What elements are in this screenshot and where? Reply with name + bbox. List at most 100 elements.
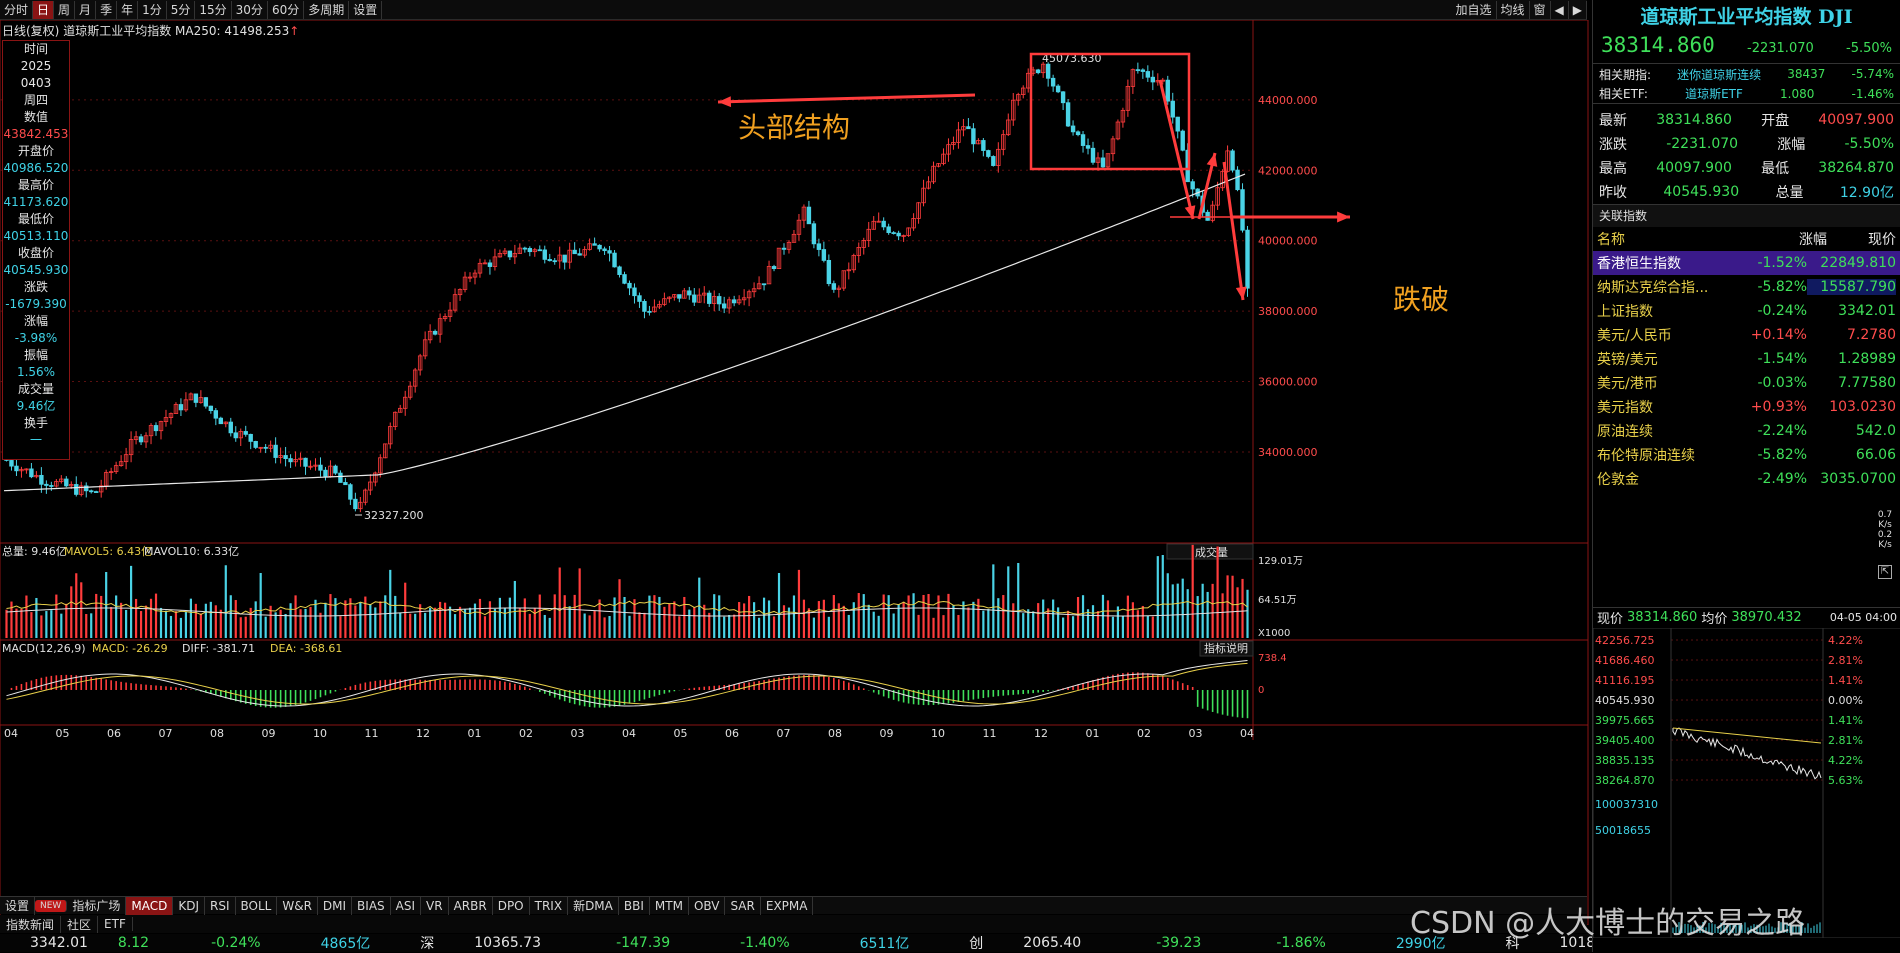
month-tick: 04 bbox=[622, 727, 636, 740]
period-tab[interactable]: 分时 bbox=[0, 0, 34, 19]
candle-body bbox=[452, 294, 458, 311]
mini-left-tick: 41686.460 bbox=[1595, 654, 1655, 667]
mini-right-tick: 4.22% bbox=[1828, 754, 1863, 767]
indicator-tab[interactable]: TRIX bbox=[530, 896, 569, 915]
intraday-chart[interactable]: 42256.725 41686.460 41116.195 40545.930 3997… bbox=[1593, 628, 1900, 938]
candle-body bbox=[1011, 99, 1016, 121]
next-icon[interactable]: ▶ bbox=[1569, 1, 1587, 19]
assoc-item[interactable]: 美元/港币 -0.03% 7.77580 bbox=[1593, 371, 1900, 395]
quote-table: 最新 38314.860 开盘 40097.900 涨跌 -2231.070 涨幅 -5.50… bbox=[1593, 104, 1900, 205]
toolbar-right-button[interactable]: 均线 bbox=[1497, 1, 1530, 19]
related-futures[interactable]: 相关期指: 迷你道琼斯连续 38437 -5.74% bbox=[1593, 64, 1900, 84]
assoc-item[interactable]: 原油连续 -2.24% 542.0 bbox=[1593, 419, 1900, 443]
indicator-tab[interactable]: MTM bbox=[650, 896, 689, 915]
news-tab[interactable]: 社区 bbox=[61, 915, 99, 933]
candle-body bbox=[407, 385, 413, 398]
indicator-tab[interactable]: ASI bbox=[391, 896, 422, 915]
period-tab[interactable]: 季 bbox=[96, 0, 118, 19]
indicator-tab[interactable]: RSI bbox=[205, 896, 236, 915]
candle-body bbox=[1235, 169, 1240, 191]
indicator-tab[interactable]: 新DMA bbox=[568, 896, 619, 915]
period-tab[interactable]: 15分 bbox=[195, 0, 232, 19]
candle-body bbox=[24, 468, 29, 471]
period-tab[interactable]: 年 bbox=[117, 0, 139, 19]
footer-sh-amt: 4865亿 bbox=[320, 936, 371, 952]
indicator-tab[interactable]: DPO bbox=[493, 896, 530, 915]
candle-body bbox=[697, 294, 702, 303]
candle-body bbox=[662, 298, 667, 305]
futures-pct: -5.74% bbox=[1851, 67, 1894, 81]
indicator-tab[interactable]: KDJ bbox=[173, 896, 205, 915]
assoc-item[interactable]: 布伦特原油连续 -5.82% 66.06 bbox=[1593, 443, 1900, 467]
candle-body bbox=[592, 243, 597, 246]
candle-body bbox=[582, 249, 587, 256]
drop-arrow-1-head bbox=[1184, 205, 1196, 219]
toolbar-right-button[interactable]: 窗 bbox=[1530, 1, 1551, 19]
indicator-tab[interactable]: MACD bbox=[126, 896, 174, 915]
period-tab[interactable]: 周 bbox=[54, 0, 76, 19]
indicator-tab[interactable]: OBV bbox=[689, 896, 726, 915]
period-tab[interactable]: 1分 bbox=[138, 0, 167, 19]
period-tab[interactable]: 60分 bbox=[268, 0, 305, 19]
candle-body bbox=[751, 288, 757, 293]
index-title: 道琼斯工业平均指数 DJI bbox=[1640, 6, 1853, 28]
indicator-tab[interactable]: VR bbox=[421, 896, 449, 915]
kline-chart[interactable]: 44000.000 42000.000 40000.000 38000.000 3600… bbox=[0, 20, 1590, 925]
assoc-item[interactable]: 美元/人民币 +0.14% 7.2780 bbox=[1593, 323, 1900, 347]
period-tab[interactable]: 日 bbox=[33, 0, 55, 19]
price-tick: 36000.000 bbox=[1258, 376, 1318, 389]
assoc-pct: +0.93% bbox=[1750, 399, 1807, 415]
indicator-tab[interactable]: 设置 bbox=[0, 896, 36, 915]
assoc-pct: -2.24% bbox=[1757, 423, 1807, 439]
prev-icon[interactable]: ◀ bbox=[1551, 1, 1569, 19]
candle-body bbox=[1050, 77, 1056, 87]
candle-body bbox=[776, 247, 782, 270]
candle-body bbox=[552, 260, 557, 263]
candle-body bbox=[1190, 181, 1195, 190]
period-tab[interactable]: 5分 bbox=[167, 0, 196, 19]
futures-name[interactable]: 迷你道琼斯连续 bbox=[1677, 67, 1762, 82]
indicator-tab[interactable]: EXPMA bbox=[761, 896, 814, 915]
candle-body bbox=[188, 393, 194, 401]
quote-label: 涨幅 bbox=[1777, 137, 1806, 153]
quote-value: 38314.860 bbox=[1656, 112, 1732, 128]
candle-body bbox=[173, 404, 179, 414]
period-tab[interactable]: 多周期 bbox=[304, 0, 350, 19]
break-arrow-head bbox=[1337, 211, 1350, 223]
news-tab[interactable]: ETF bbox=[98, 917, 133, 931]
period-tab[interactable]: 设置 bbox=[349, 0, 383, 19]
period-tab[interactable]: 30分 bbox=[232, 0, 268, 19]
indicator-tab[interactable]: DMI bbox=[318, 896, 353, 915]
new-badge[interactable]: NEW bbox=[35, 899, 68, 912]
candle-body bbox=[477, 262, 483, 274]
indicator-tab[interactable]: BIAS bbox=[352, 896, 391, 915]
speed-indicator: 0.7 K/s 0.2 K/s bbox=[1872, 510, 1898, 550]
etf-name[interactable]: 道琼斯ETF bbox=[1685, 87, 1743, 101]
indicator-tab[interactable]: BBI bbox=[619, 896, 650, 915]
candle-body bbox=[986, 150, 991, 157]
index-name: 道琼斯工业平均指数 bbox=[63, 24, 172, 38]
related-etf[interactable]: 相关ETF: 道琼斯ETF 1.080 -1.46% bbox=[1593, 84, 1900, 104]
assoc-item[interactable]: 美元指数 +0.93% 103.0230 bbox=[1593, 395, 1900, 419]
volume-tick: 129.01万 bbox=[1258, 556, 1303, 567]
assoc-item[interactable]: 香港恒生指数 -1.52% 22849.810 bbox=[1593, 251, 1900, 275]
indicator-tab[interactable]: W&R bbox=[277, 896, 318, 915]
indicator-tab[interactable]: ARBR bbox=[449, 896, 493, 915]
candle-body bbox=[731, 299, 737, 304]
assoc-item[interactable]: 纳斯达克综合指... -5.82% 15587.790 bbox=[1593, 275, 1900, 299]
candle-body bbox=[198, 397, 204, 403]
toolbar-right-button[interactable]: 加自选 bbox=[1451, 1, 1497, 19]
period-tab[interactable]: 月 bbox=[75, 0, 97, 19]
candle-body bbox=[1180, 130, 1185, 151]
assoc-item[interactable]: 伦敦金 -2.49% 3035.0700 bbox=[1593, 467, 1900, 491]
indicator-tab[interactable]: 指标广场 bbox=[67, 896, 127, 915]
mini-left-tick: 100037310 bbox=[1595, 798, 1658, 811]
indicator-tab[interactable]: BOLL bbox=[236, 896, 278, 915]
news-tab[interactable]: 指数新闻 bbox=[0, 915, 62, 933]
assoc-item[interactable]: 上证指数 -0.24% 3342.01 bbox=[1593, 299, 1900, 323]
data-label: 换手 bbox=[23, 416, 48, 430]
assoc-item[interactable]: 英镑/美元 -1.54% 1.28989 bbox=[1593, 347, 1900, 371]
data-value: 周四 bbox=[23, 93, 48, 107]
indicator-tab[interactable]: SAR bbox=[725, 896, 761, 915]
export-icon[interactable]: ⇱ bbox=[1878, 565, 1892, 579]
